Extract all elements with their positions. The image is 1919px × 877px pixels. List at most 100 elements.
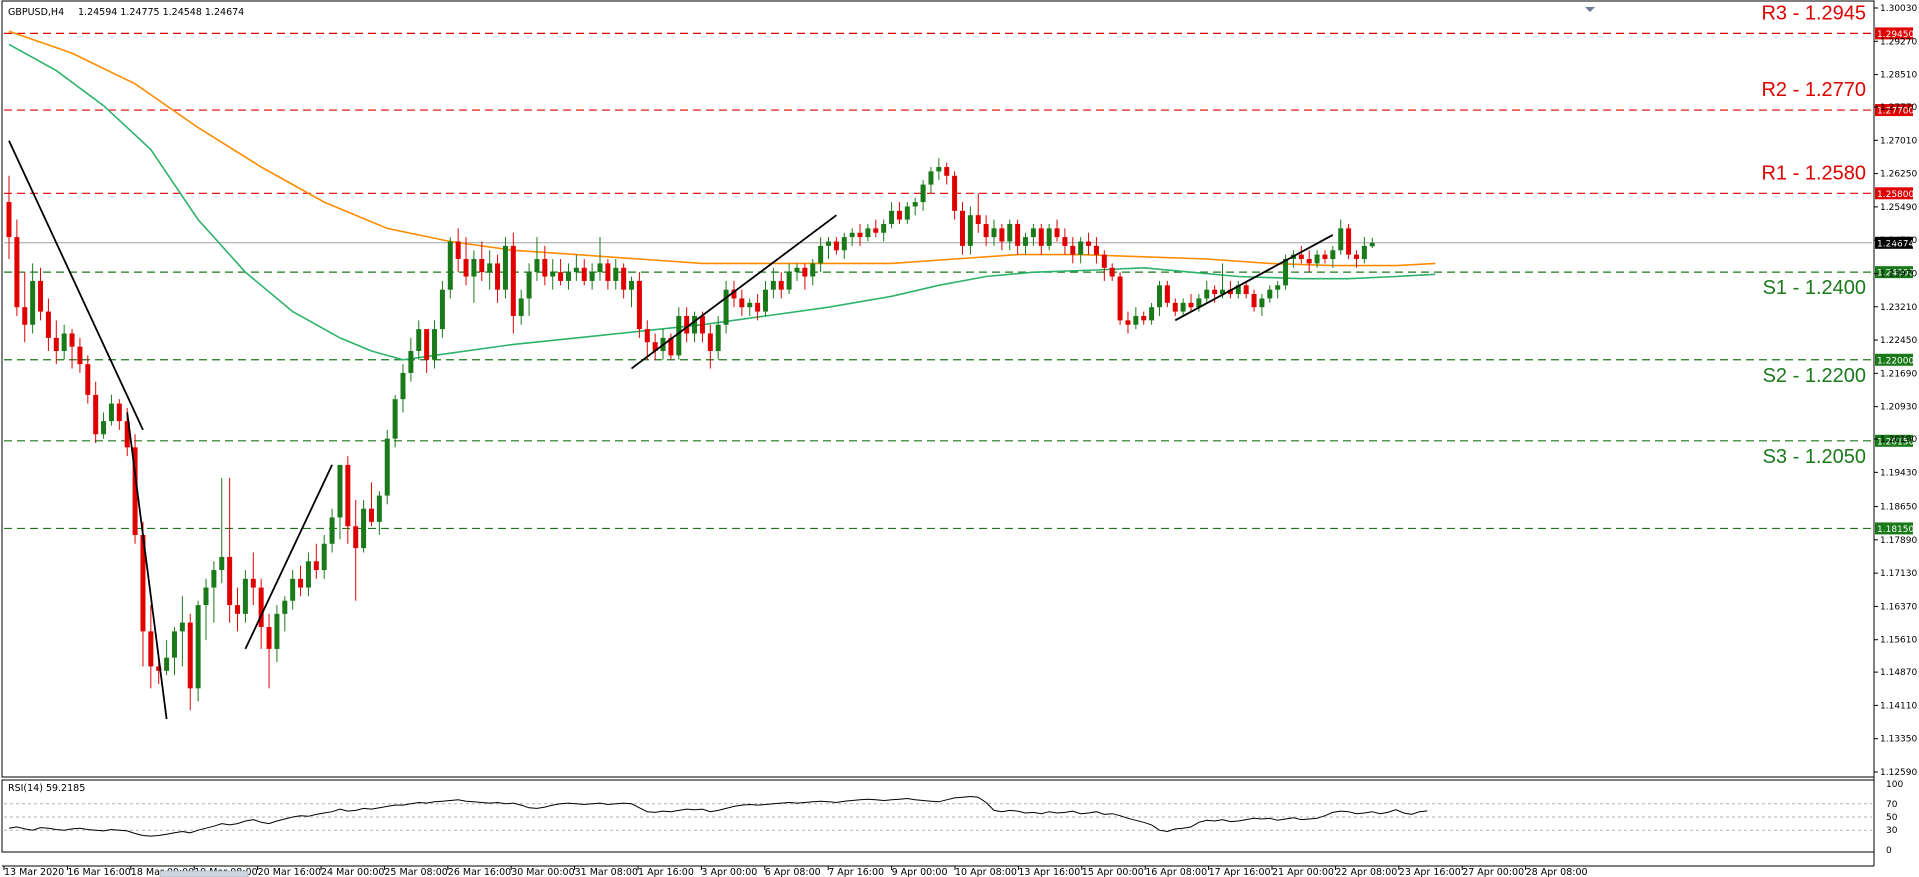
candle-body xyxy=(298,578,304,588)
candle xyxy=(187,613,193,711)
candle-body xyxy=(108,403,114,422)
candle xyxy=(644,320,650,360)
candle-body xyxy=(439,289,445,330)
candle-body xyxy=(1322,254,1328,260)
candle-body xyxy=(605,263,611,281)
candle-body xyxy=(1172,302,1178,312)
candle-body xyxy=(1164,285,1170,303)
candle-body xyxy=(392,399,398,439)
candle xyxy=(1172,298,1178,316)
candle xyxy=(1015,219,1021,255)
candle-body xyxy=(1330,250,1336,260)
candle-body xyxy=(329,517,335,544)
candle xyxy=(936,158,942,181)
candle xyxy=(597,237,603,281)
current-price-tag xyxy=(1875,236,1913,249)
candle xyxy=(755,294,761,321)
candle-body xyxy=(699,315,705,334)
candle-body xyxy=(463,259,469,277)
candle xyxy=(22,272,28,343)
trendline xyxy=(1174,234,1334,322)
candle-body xyxy=(227,556,233,606)
candle xyxy=(1196,294,1202,312)
tab-marker[interactable] xyxy=(159,870,249,877)
candle xyxy=(282,596,288,632)
candle xyxy=(881,219,887,242)
candle-body xyxy=(1243,285,1249,295)
candle xyxy=(313,543,319,579)
candle xyxy=(975,193,981,233)
candle-body xyxy=(337,464,343,518)
candle-body xyxy=(116,403,122,422)
candle-body xyxy=(959,210,965,246)
candle-body xyxy=(1283,259,1289,286)
candle xyxy=(857,223,863,246)
candle-body xyxy=(762,289,768,312)
candle xyxy=(518,289,524,325)
price-tick-label: 1.16370 xyxy=(1880,602,1917,612)
candle xyxy=(14,219,20,316)
time-tick-label: 27 Apr 00:00 xyxy=(1462,867,1524,877)
time-tick-label: 21 Apr 00:00 xyxy=(1272,867,1334,877)
candle xyxy=(140,521,146,667)
candle xyxy=(1298,245,1304,264)
candle-body xyxy=(1196,298,1202,308)
candle-body xyxy=(510,245,516,316)
candle-body xyxy=(376,495,382,522)
level-price-tag xyxy=(1875,187,1913,200)
candle-body xyxy=(928,171,934,185)
level-label: S2 - 1.2200 xyxy=(1763,365,1866,387)
candle xyxy=(85,355,91,404)
candle xyxy=(1314,250,1320,268)
candle xyxy=(132,434,138,544)
candle-body xyxy=(826,241,832,246)
trendline xyxy=(126,412,168,720)
time-tick-label: 30 Mar 00:00 xyxy=(511,867,574,877)
candle xyxy=(1180,298,1186,316)
candle-body xyxy=(424,329,430,360)
candle xyxy=(1259,294,1265,316)
candle-body xyxy=(416,329,422,352)
level-labels: 1.29450 R3 - 1.2945 1.27700 R2 - 1.2770 1.25… xyxy=(1761,2,1914,535)
candle xyxy=(565,263,571,290)
candlesticks xyxy=(6,158,1375,711)
candle-body xyxy=(731,289,737,299)
candle-body xyxy=(715,324,721,352)
symbol-label: GBPUSD,H4 xyxy=(8,7,64,18)
candle xyxy=(487,250,493,290)
candle xyxy=(45,298,51,352)
candle xyxy=(376,491,382,536)
candle-body xyxy=(936,167,942,172)
time-tick-label: 24 Mar 00:00 xyxy=(321,867,384,877)
candle-body xyxy=(1038,228,1044,246)
candle-body xyxy=(282,600,288,614)
chart-shift-marker-icon[interactable] xyxy=(1585,7,1595,12)
candle xyxy=(1220,263,1226,299)
rsi-axis-label: 70 xyxy=(1886,800,1898,810)
candle xyxy=(101,412,107,439)
price-tick-label: 1.15610 xyxy=(1880,636,1917,646)
candle xyxy=(581,259,587,286)
price-axis: 1.30030 1.29270 1.28510 1.27770 1.27010 1.262… xyxy=(1874,4,1917,778)
candle-body xyxy=(881,223,887,233)
price-tick-label: 1.30030 xyxy=(1880,4,1917,14)
candle-body xyxy=(983,223,989,238)
moving-average-slow xyxy=(8,30,1436,267)
candle-body xyxy=(368,508,374,522)
candle xyxy=(1306,250,1312,273)
candle xyxy=(912,197,918,216)
candle xyxy=(1023,232,1029,255)
candle-body xyxy=(613,267,619,281)
candle-body xyxy=(1093,245,1099,255)
trendline xyxy=(630,214,837,370)
candle-body xyxy=(85,364,91,395)
level-price-tag xyxy=(1875,27,1913,40)
candle-body xyxy=(1141,315,1147,321)
candle-body xyxy=(1109,267,1115,277)
level-price-tag xyxy=(1875,266,1913,279)
candle xyxy=(810,259,816,286)
candle-body xyxy=(1204,289,1210,299)
time-tick-label: 9 Apr 00:00 xyxy=(892,867,948,877)
candle-body xyxy=(479,259,485,273)
candle-body xyxy=(1188,302,1194,308)
